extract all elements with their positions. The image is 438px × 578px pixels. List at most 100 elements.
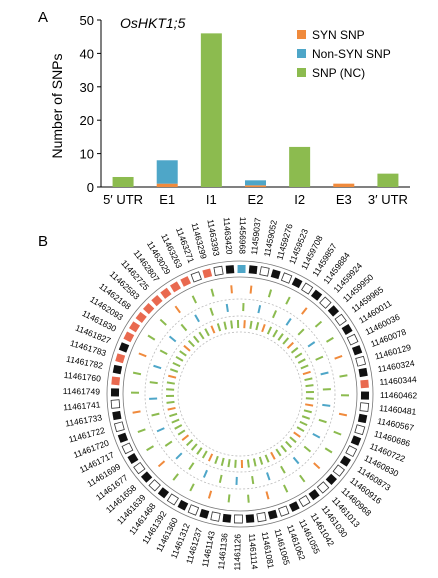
position-marker bbox=[110, 399, 121, 409]
snp-tick bbox=[297, 328, 305, 336]
snp-tick bbox=[267, 289, 273, 298]
snp-tick bbox=[188, 462, 195, 471]
snp-tick bbox=[249, 285, 253, 294]
snp-tick bbox=[159, 349, 168, 356]
position-label: 11463420 bbox=[222, 217, 235, 255]
y-tick-label: 20 bbox=[80, 113, 94, 128]
snp-tick bbox=[175, 452, 183, 460]
position-marker bbox=[151, 294, 163, 307]
y-axis-label: Number of SNPs bbox=[49, 53, 65, 158]
legend-label: Non-SYN SNP bbox=[312, 47, 391, 61]
position-marker bbox=[166, 493, 179, 506]
snp-tick bbox=[207, 453, 214, 462]
position-marker bbox=[222, 513, 232, 523]
snp-tick bbox=[275, 448, 282, 457]
snp-tick bbox=[146, 445, 154, 452]
position-marker bbox=[133, 461, 146, 475]
circos-rings bbox=[106, 260, 374, 528]
snp-tick bbox=[322, 403, 331, 407]
snp-tick bbox=[247, 494, 250, 503]
legend-swatch bbox=[297, 68, 306, 77]
snp-tick bbox=[303, 445, 312, 453]
snp-tick bbox=[297, 358, 306, 364]
snp-tick bbox=[214, 455, 219, 465]
snp-tick bbox=[270, 451, 276, 460]
panel-a-bar-chart: A OsHKT1;5 Number of SNPs 0 10 20 30 40 50 5′ … bbox=[38, 9, 410, 207]
position-marker bbox=[160, 287, 172, 299]
ring bbox=[161, 315, 319, 473]
snp-tick bbox=[223, 321, 228, 330]
position-marker bbox=[190, 271, 202, 283]
snp-tick bbox=[183, 344, 191, 352]
snp-tick bbox=[204, 328, 210, 337]
position-label: 11456968 bbox=[237, 217, 247, 255]
snp-tick bbox=[171, 418, 180, 424]
ring bbox=[177, 331, 303, 457]
position-marker bbox=[358, 367, 368, 378]
position-marker bbox=[256, 512, 267, 523]
snp-tick bbox=[320, 371, 329, 376]
snp-tick bbox=[167, 406, 176, 411]
snp-tick bbox=[181, 434, 190, 441]
y-tick-label: 10 bbox=[80, 147, 94, 162]
snp-tick bbox=[285, 317, 292, 326]
snp-tick bbox=[299, 420, 308, 427]
tick-labels: 0 10 20 30 40 50 5′ UTR E1 I1 E2 I2 E3 3′ UTR bbox=[80, 13, 408, 207]
legend-swatch bbox=[297, 30, 306, 39]
position-marker bbox=[359, 402, 370, 412]
snp-tick bbox=[303, 409, 312, 414]
position-marker bbox=[345, 445, 358, 458]
snp-tick bbox=[299, 474, 306, 483]
snp-tracks bbox=[130, 285, 350, 503]
bar bbox=[156, 183, 178, 187]
bar bbox=[245, 180, 266, 186]
snp-tick bbox=[180, 323, 188, 332]
position-label: 11459037 bbox=[249, 217, 263, 255]
position-marker bbox=[115, 353, 126, 364]
snp-tick bbox=[174, 424, 183, 430]
bar bbox=[289, 146, 311, 187]
x-tick-label: 5′ UTR bbox=[103, 192, 143, 207]
position-marker bbox=[117, 432, 129, 443]
snp-tick bbox=[304, 377, 313, 382]
position-marker bbox=[180, 276, 192, 287]
position-marker bbox=[351, 345, 363, 356]
position-marker bbox=[267, 509, 278, 520]
position-marker bbox=[298, 495, 311, 508]
position-marker bbox=[143, 303, 155, 315]
x-tick-label: I1 bbox=[206, 192, 217, 207]
snp-tick bbox=[187, 340, 195, 348]
snp-tick bbox=[218, 474, 223, 483]
snp-tick bbox=[175, 355, 184, 362]
snp-tick bbox=[264, 454, 270, 463]
snp-tick bbox=[153, 364, 162, 370]
position-marker bbox=[177, 499, 189, 511]
position-label: 11461136 bbox=[216, 532, 230, 570]
snp-tick bbox=[255, 322, 260, 331]
position-marker bbox=[237, 264, 246, 274]
snp-tick bbox=[249, 320, 253, 329]
position-marker bbox=[325, 473, 337, 485]
position-marker bbox=[310, 289, 323, 301]
snp-tick bbox=[227, 459, 231, 468]
snp-tick bbox=[333, 430, 342, 436]
position-marker bbox=[355, 355, 367, 367]
y-tick-label: 50 bbox=[80, 13, 94, 28]
snp-tick bbox=[225, 303, 229, 313]
snp-tick bbox=[168, 374, 177, 379]
legend-label: SNP (NC) bbox=[312, 66, 365, 80]
panel-b-letter: B bbox=[38, 233, 48, 250]
snp-tick bbox=[334, 354, 343, 360]
snp-tick bbox=[210, 325, 216, 334]
snp-tick bbox=[169, 368, 179, 373]
position-markers bbox=[110, 264, 370, 524]
position-label: 11460344 bbox=[379, 374, 417, 387]
bar bbox=[245, 185, 266, 187]
bar bbox=[333, 183, 355, 187]
position-marker bbox=[350, 435, 362, 446]
snp-tick bbox=[172, 473, 179, 481]
snp-tick bbox=[251, 475, 255, 485]
snp-tick bbox=[301, 307, 308, 315]
snp-tick bbox=[302, 370, 311, 376]
position-marker bbox=[170, 281, 182, 293]
